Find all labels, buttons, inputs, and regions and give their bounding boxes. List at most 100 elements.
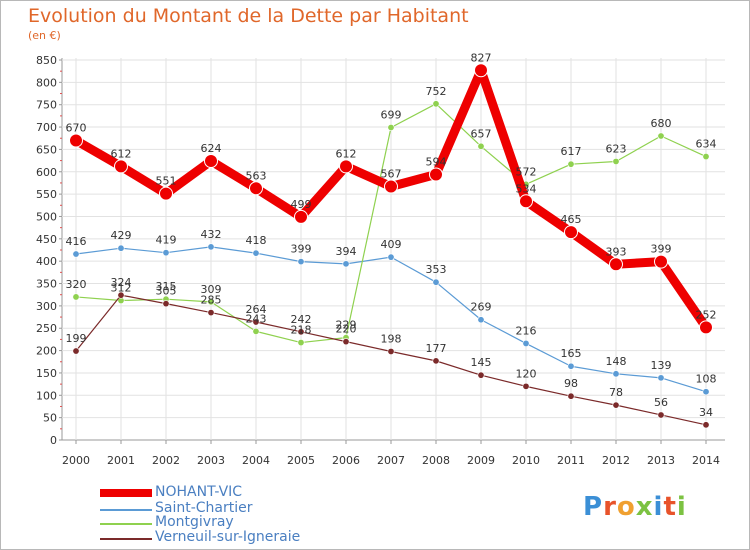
x-tick-label: 2002 [152, 454, 180, 467]
data-label: 216 [516, 324, 537, 337]
data-label: 465 [561, 213, 582, 226]
data-label: 139 [651, 359, 672, 372]
data-point [114, 159, 128, 174]
data-label: 315 [156, 280, 177, 293]
y-tick-label: 850 [36, 54, 57, 67]
legend-swatch [100, 509, 152, 511]
data-point [432, 278, 440, 286]
y-tick-label: 550 [36, 188, 57, 201]
data-label: 612 [111, 147, 132, 160]
x-tick-label: 2010 [512, 454, 540, 467]
logo-letter: t [663, 492, 677, 522]
data-point [204, 154, 218, 169]
x-tick-label: 2009 [467, 454, 495, 467]
data-label: 563 [246, 169, 267, 182]
data-point [432, 100, 440, 108]
data-point [612, 157, 620, 165]
data-point [294, 209, 308, 224]
data-label: 320 [66, 278, 87, 291]
data-label: 657 [471, 127, 492, 140]
data-label: 269 [471, 301, 492, 314]
data-point [477, 142, 485, 150]
data-label: 393 [606, 245, 627, 258]
y-tick-label: 100 [36, 389, 57, 402]
y-tick-label: 150 [36, 367, 57, 380]
x-tick-label: 2013 [647, 454, 675, 467]
data-label: 177 [426, 342, 447, 355]
data-point [252, 318, 260, 326]
data-point [297, 339, 305, 347]
data-point [567, 392, 575, 400]
data-label: 108 [696, 373, 717, 386]
logo-letter: P [583, 492, 604, 522]
data-label: 264 [246, 303, 267, 316]
data-label: 218 [291, 324, 312, 337]
y-tick-label: 700 [36, 121, 57, 134]
data-label: 312 [111, 282, 132, 295]
data-label: 399 [291, 243, 312, 256]
data-label: 670 [66, 121, 87, 134]
data-point [387, 124, 395, 132]
data-label: 827 [471, 51, 492, 64]
data-label: 394 [336, 245, 357, 258]
data-point [387, 253, 395, 261]
legend-swatch [100, 538, 152, 540]
x-tick-label: 2001 [107, 454, 135, 467]
legend-label: Saint-Chartier [155, 500, 253, 516]
legend-label: Verneuil-sur-Igneraie [155, 529, 301, 545]
data-label: 551 [156, 175, 177, 188]
data-label: 680 [651, 117, 672, 130]
data-point [702, 153, 710, 161]
y-tick-label: 650 [36, 143, 57, 156]
data-point [702, 388, 710, 396]
data-point [162, 300, 170, 308]
data-label: 98 [564, 377, 578, 390]
legend-label: Montgivray [155, 514, 234, 530]
data-point [72, 250, 80, 258]
data-label: 572 [516, 165, 537, 178]
data-label: 429 [111, 229, 132, 242]
data-point [207, 298, 215, 306]
data-point [432, 357, 440, 365]
data-label: 229 [336, 319, 357, 332]
logo-letter: o [616, 492, 636, 522]
data-point [342, 260, 350, 268]
data-label: 56 [654, 396, 668, 409]
data-label: 624 [201, 142, 222, 155]
data-point [117, 291, 125, 299]
data-label: 120 [516, 367, 537, 380]
x-tick-label: 2007 [377, 454, 405, 467]
y-tick-label: 750 [36, 99, 57, 112]
data-point [249, 181, 263, 196]
data-label: 416 [66, 235, 87, 248]
data-label: 623 [606, 142, 627, 155]
data-point [159, 186, 173, 201]
data-label: 534 [516, 182, 537, 195]
logo-letter: x [635, 492, 654, 522]
y-tick-label: 350 [36, 278, 57, 291]
data-label: 145 [471, 356, 492, 369]
y-tick-label: 450 [36, 233, 57, 246]
data-label: 309 [201, 283, 222, 296]
data-label: 634 [696, 138, 717, 151]
data-point [162, 249, 170, 257]
data-point [72, 293, 80, 301]
data-label: 752 [426, 85, 447, 98]
data-point [567, 160, 575, 168]
data-label: 499 [291, 198, 312, 211]
legend-swatch [100, 489, 152, 497]
data-point [387, 347, 395, 355]
data-label: 305 [156, 285, 177, 298]
data-label: 594 [426, 155, 447, 168]
x-tick-label: 2008 [422, 454, 450, 467]
data-point [477, 316, 485, 324]
data-label: 243 [246, 312, 267, 325]
y-tick-label: 600 [36, 166, 57, 179]
data-label: 419 [156, 234, 177, 247]
data-label: 198 [381, 332, 402, 345]
data-label: 34 [699, 406, 713, 419]
data-point [522, 339, 530, 347]
legend-swatch [100, 523, 152, 525]
y-tick-label: 0 [50, 434, 57, 447]
